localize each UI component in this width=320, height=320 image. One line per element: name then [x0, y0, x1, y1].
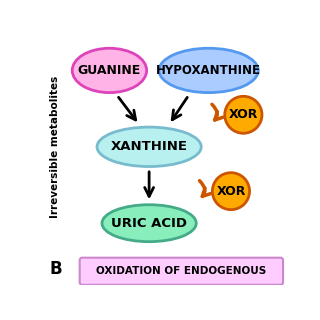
Text: B: B [50, 260, 62, 278]
Text: GUANINE: GUANINE [78, 64, 141, 77]
Ellipse shape [159, 48, 258, 92]
Text: Irreversible metabolites: Irreversible metabolites [50, 76, 60, 218]
Text: XOR: XOR [216, 185, 246, 198]
Ellipse shape [72, 48, 147, 92]
Text: URIC ACID: URIC ACID [111, 217, 187, 230]
Ellipse shape [225, 96, 262, 133]
Ellipse shape [212, 173, 250, 210]
Text: HYPOXANTHINE: HYPOXANTHINE [156, 64, 261, 77]
Ellipse shape [102, 205, 196, 242]
FancyBboxPatch shape [80, 258, 283, 285]
Text: XOR: XOR [229, 108, 258, 121]
Ellipse shape [97, 127, 201, 166]
Text: XANTHINE: XANTHINE [111, 140, 188, 153]
Text: OXIDATION OF ENDOGENOUS: OXIDATION OF ENDOGENOUS [96, 266, 267, 276]
